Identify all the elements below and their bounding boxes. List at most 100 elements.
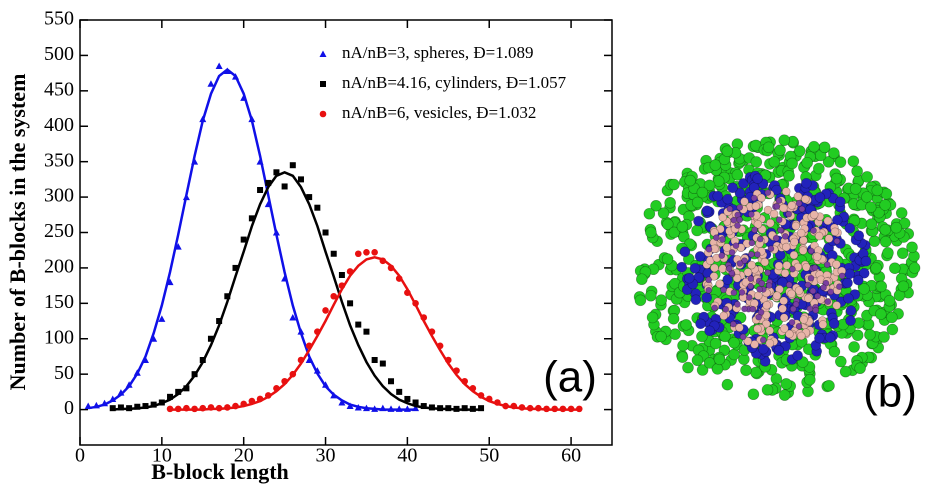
data-point xyxy=(191,405,198,413)
bead xyxy=(775,216,783,224)
y-tick-label: 150 xyxy=(44,291,74,313)
data-point xyxy=(363,328,370,335)
bead xyxy=(747,388,760,401)
bead xyxy=(703,357,716,369)
data-point xyxy=(518,404,526,411)
bead xyxy=(838,272,846,280)
data-point xyxy=(207,404,215,411)
bead xyxy=(849,183,862,195)
bead xyxy=(870,262,882,274)
bead xyxy=(762,141,775,154)
bead xyxy=(773,203,781,210)
data-point xyxy=(314,204,321,211)
bead xyxy=(889,262,901,274)
x-axis-label: B-block length xyxy=(151,459,289,484)
data-point xyxy=(412,399,419,406)
data-point xyxy=(297,328,305,335)
data-point xyxy=(461,405,468,412)
bead xyxy=(786,157,798,170)
bead xyxy=(832,260,841,269)
molecule-render xyxy=(633,134,921,401)
bead xyxy=(799,235,808,245)
bead xyxy=(844,268,855,280)
bead xyxy=(858,283,870,295)
data-point xyxy=(191,158,199,165)
bead xyxy=(668,178,680,191)
bead xyxy=(842,277,853,289)
data-point xyxy=(379,404,387,412)
data-point xyxy=(371,249,378,256)
data-point xyxy=(338,399,346,406)
data-point xyxy=(273,385,280,392)
x-tick-label: 50 xyxy=(479,445,499,467)
bead xyxy=(823,216,833,226)
bead xyxy=(860,255,872,267)
bead xyxy=(791,221,801,231)
data-point xyxy=(469,405,476,412)
data-point xyxy=(117,404,124,411)
bead xyxy=(736,260,744,267)
bead xyxy=(689,263,701,274)
data-point xyxy=(543,405,550,413)
data-point xyxy=(216,318,223,325)
bead xyxy=(787,201,797,210)
bead xyxy=(823,379,835,392)
data-point xyxy=(354,250,362,258)
bead xyxy=(732,242,740,249)
bead xyxy=(801,194,810,204)
bead xyxy=(851,165,863,177)
bead xyxy=(766,218,775,228)
data-point xyxy=(379,360,386,367)
bead xyxy=(761,319,771,329)
data-point xyxy=(117,389,125,396)
data-point xyxy=(354,403,362,411)
y-tick-label: 450 xyxy=(44,78,74,100)
bead xyxy=(743,268,753,277)
bead xyxy=(734,187,746,199)
bead xyxy=(810,227,817,234)
data-point xyxy=(551,405,559,413)
bead xyxy=(794,286,804,295)
bead xyxy=(812,306,819,314)
bead xyxy=(738,289,746,296)
bead xyxy=(721,145,734,157)
bead xyxy=(774,144,786,157)
bead xyxy=(718,252,726,259)
bead xyxy=(771,184,782,196)
data-point xyxy=(322,229,329,236)
data-point xyxy=(224,404,231,411)
bead xyxy=(757,308,765,316)
data-point xyxy=(428,404,435,411)
bead xyxy=(778,389,791,401)
bead xyxy=(808,140,820,153)
bead xyxy=(814,292,821,300)
data-point xyxy=(150,401,157,408)
data-point xyxy=(281,275,289,282)
data-point xyxy=(355,321,362,328)
bead xyxy=(828,318,840,329)
data-point xyxy=(240,236,247,243)
data-point xyxy=(428,328,436,335)
data-point xyxy=(142,403,149,410)
bead xyxy=(751,226,758,234)
data-point xyxy=(330,250,337,257)
bead xyxy=(711,363,724,375)
data-point xyxy=(436,342,444,350)
bead xyxy=(741,305,748,313)
bead xyxy=(845,315,856,326)
data-point xyxy=(264,392,272,399)
bead xyxy=(827,288,835,296)
bead xyxy=(754,291,763,300)
bead xyxy=(790,237,799,247)
y-tick-label: 300 xyxy=(44,185,74,207)
data-point xyxy=(281,183,288,190)
bead xyxy=(760,257,770,267)
data-point xyxy=(265,179,272,186)
bead xyxy=(830,227,840,237)
data-point xyxy=(338,272,345,278)
bead xyxy=(753,219,763,229)
data-point xyxy=(158,399,165,406)
bead xyxy=(799,315,809,324)
bead xyxy=(781,242,791,252)
bead xyxy=(895,207,908,219)
